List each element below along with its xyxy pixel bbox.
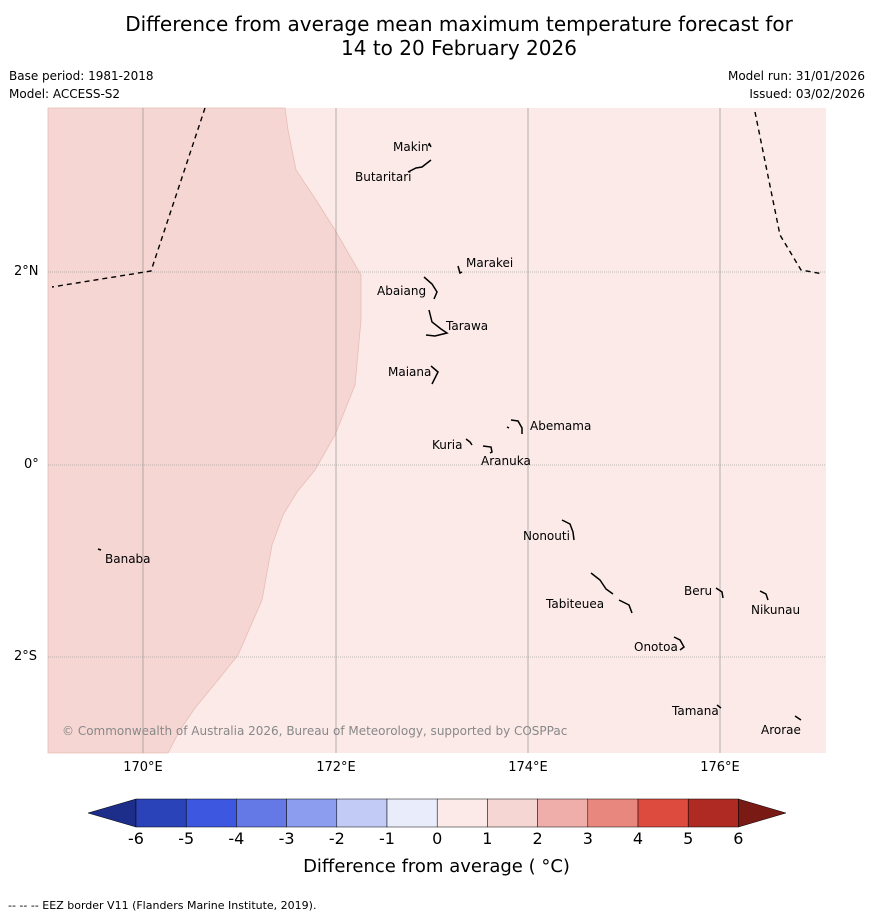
colorbar-extend-high bbox=[738, 798, 787, 828]
lat-label-2s: 2°S bbox=[14, 649, 38, 664]
colorbar-bin bbox=[587, 798, 639, 828]
colorbar-bin bbox=[135, 798, 187, 828]
colorbar-bin bbox=[336, 798, 388, 828]
island-outlines bbox=[97, 142, 802, 721]
place-arorae: Arorae bbox=[761, 723, 801, 737]
colorbar-tick-label: -1 bbox=[379, 829, 395, 848]
title-line-1: Difference from average mean maximum tem… bbox=[125, 12, 793, 36]
lat-label-0: 0° bbox=[24, 457, 39, 472]
anomaly-region-1-2 bbox=[47, 107, 362, 754]
colorbar-cells bbox=[87, 798, 787, 828]
title-line-2: 14 to 20 February 2026 bbox=[341, 36, 577, 60]
colorbar-tick-label: 5 bbox=[683, 829, 694, 848]
model-run: Model run: 31/01/2026 bbox=[727, 69, 865, 83]
colorbar-bin bbox=[185, 798, 237, 828]
colorbar-tick-label: -6 bbox=[128, 829, 144, 848]
colorbar-tick-label: 2 bbox=[532, 829, 543, 848]
graticule bbox=[48, 108, 826, 753]
colorbar-bin bbox=[236, 798, 287, 828]
place-kuria: Kuria bbox=[432, 438, 463, 452]
lat-label-2n: 2°N bbox=[14, 264, 39, 279]
map-title: Difference from average mean maximum tem… bbox=[0, 12, 873, 60]
colorbar-bin bbox=[687, 798, 739, 828]
colorbar-tick-label: 1 bbox=[482, 829, 493, 848]
place-abemama: Abemama bbox=[530, 419, 592, 433]
lon-label-174e: 174°E bbox=[508, 760, 548, 775]
colorbar bbox=[87, 798, 787, 828]
lon-label-172e: 172°E bbox=[316, 760, 356, 775]
place-makin: Makin bbox=[393, 140, 429, 154]
eez-footnote: -- -- -- EEZ border V11 (Flanders Marine… bbox=[8, 899, 317, 912]
place-aranuka: Aranuka bbox=[481, 454, 531, 468]
place-beru: Beru bbox=[684, 584, 713, 598]
base-period: Base period: 1981-2018 bbox=[9, 69, 154, 83]
place-banaba: Banaba bbox=[105, 552, 151, 566]
place-marakei: Marakei bbox=[466, 256, 514, 270]
place-nikunau: Nikunau bbox=[751, 603, 801, 617]
colorbar-tick-label: 3 bbox=[582, 829, 593, 848]
lon-label-176e: 176°E bbox=[700, 760, 740, 775]
issued-date: Issued: 03/02/2026 bbox=[749, 87, 865, 101]
colorbar-bin bbox=[537, 798, 589, 828]
colorbar-tick-label: 4 bbox=[632, 829, 644, 848]
place-abaiang: Abaiang bbox=[377, 284, 427, 298]
place-butaritari: Butaritari bbox=[355, 170, 412, 184]
copyright-notice: © Commonwealth of Australia 2026, Bureau… bbox=[62, 724, 568, 738]
colorbar-tick-label: -4 bbox=[228, 829, 245, 848]
lon-label-170e: 170°E bbox=[123, 760, 163, 775]
place-onotoa: Onotoa bbox=[634, 640, 678, 654]
meta-right: Model run: 31/01/2026 Issued: 03/02/2026 bbox=[728, 67, 865, 103]
place-tamana: Tamana bbox=[672, 704, 719, 718]
colorbar-tick-label: 0 bbox=[432, 829, 443, 848]
colorbar-bin bbox=[386, 798, 438, 828]
colorbar-extend-low bbox=[87, 798, 137, 828]
place-tabiteuea: Tabiteuea bbox=[546, 597, 605, 611]
colorbar-tick-label: -2 bbox=[328, 829, 345, 848]
place-nonouti: Nonouti bbox=[523, 529, 570, 543]
place-maiana: Maiana bbox=[388, 365, 432, 379]
colorbar-tick-label: -3 bbox=[278, 829, 295, 848]
eez-border bbox=[51, 107, 824, 288]
colorbar-tick-label: -5 bbox=[178, 829, 195, 848]
colorbar-label: Difference from average ( °C) bbox=[303, 856, 570, 877]
model-name: Model: ACCESS-S2 bbox=[9, 87, 121, 101]
colorbar-bin bbox=[637, 798, 689, 828]
colorbar-tick-label: 6 bbox=[733, 829, 744, 848]
meta-left: Base period: 1981-2018 Model: ACCESS-S2 bbox=[9, 67, 154, 103]
map-canvas bbox=[47, 107, 826, 754]
colorbar-bin bbox=[487, 798, 538, 828]
place-tarawa: Tarawa bbox=[446, 319, 489, 333]
colorbar-bin bbox=[286, 798, 338, 828]
colorbar-bin bbox=[436, 798, 488, 828]
